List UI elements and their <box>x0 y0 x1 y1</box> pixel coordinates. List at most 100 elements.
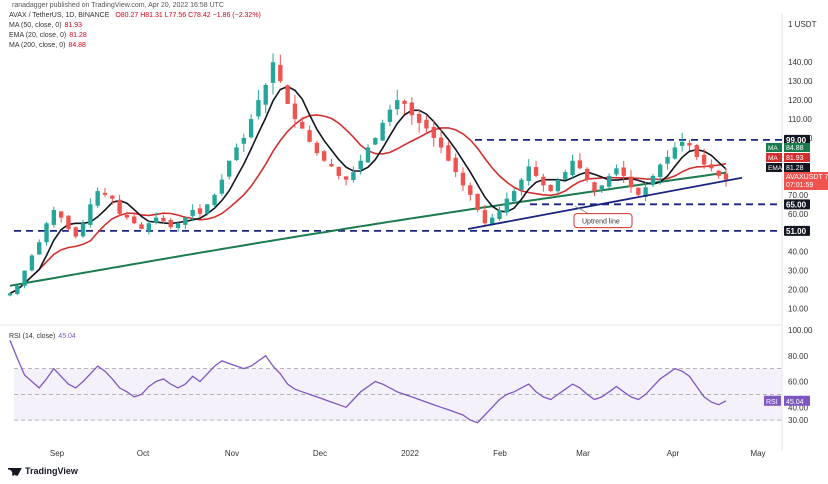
candle <box>475 193 480 213</box>
candle <box>51 206 57 228</box>
candle <box>541 173 546 192</box>
candle-body <box>563 172 568 180</box>
candle-body <box>614 168 619 175</box>
candle <box>22 270 27 289</box>
candle <box>44 222 49 246</box>
candle-body <box>161 217 166 222</box>
candle <box>248 114 254 139</box>
candle-body <box>7 293 13 296</box>
candle-body <box>132 216 137 224</box>
candle-body <box>387 109 393 122</box>
publisher-line: ranadagger published on TradingView.com,… <box>12 2 224 9</box>
rsi-badge <box>784 395 810 406</box>
candle <box>665 150 670 170</box>
candle <box>95 187 100 209</box>
candle-body <box>66 215 71 229</box>
candle <box>621 160 626 184</box>
candle <box>533 160 539 178</box>
candle <box>307 125 312 143</box>
price-badge-value: 84.88 <box>786 145 804 152</box>
rsi-badge-tag-bg <box>764 395 781 406</box>
candle-body <box>687 142 692 146</box>
price-badge <box>784 163 810 172</box>
candle <box>336 166 341 180</box>
candle-body <box>679 141 685 146</box>
candle <box>460 167 466 191</box>
candle-body <box>183 217 188 225</box>
candle-body <box>519 179 524 191</box>
candle <box>511 188 517 203</box>
rsi-tick-label: 30.00 <box>788 416 809 425</box>
candle <box>658 163 663 185</box>
candle-body <box>307 130 312 142</box>
candle <box>343 176 349 186</box>
rsi-tick-label: 100.00 <box>788 326 813 335</box>
candle-body <box>402 100 407 104</box>
indicator-ma50[interactable]: MA (50, close, 0) 81.93 <box>9 22 82 29</box>
candle-body <box>248 119 254 138</box>
indicator-ma200[interactable]: MA (200, close, 0) 84.88 <box>9 42 86 49</box>
candle-body <box>263 84 268 105</box>
candle <box>409 97 415 125</box>
candle <box>526 159 531 186</box>
candle <box>102 187 108 198</box>
candle-body <box>241 138 246 144</box>
candle-body <box>80 223 86 237</box>
candle <box>628 169 634 193</box>
indicator-ema20[interactable]: EMA (20, close, 0) 81.28 <box>9 32 87 39</box>
candle-body <box>234 147 239 161</box>
ema20-line <box>9 85 727 295</box>
rsi-legend[interactable]: RSI (14, close) 45.04 <box>9 333 76 340</box>
candle <box>453 153 458 178</box>
level-badge-label: 65.00 <box>786 200 807 209</box>
candle-body <box>577 160 583 169</box>
candle <box>563 169 568 180</box>
candle <box>197 204 203 218</box>
candle <box>263 83 268 114</box>
candle <box>278 54 283 84</box>
price-badge <box>784 143 810 152</box>
candle <box>672 142 678 160</box>
candle-body <box>504 198 510 213</box>
candle <box>132 213 137 224</box>
candle-body <box>621 167 626 176</box>
candle-body <box>709 164 714 169</box>
candle-body <box>672 147 678 159</box>
level-badge <box>784 199 810 210</box>
candle <box>380 119 385 141</box>
candle-body <box>88 204 93 225</box>
candle-body <box>416 113 422 123</box>
time-axis-label: 2022 <box>401 449 419 458</box>
candle-body <box>446 145 451 161</box>
candle <box>117 194 122 217</box>
candle <box>153 212 159 225</box>
symbol-title: AVAX / TetherUS, 1D, BINANCE <box>9 12 110 19</box>
rsi-label: RSI (14, close) <box>9 333 56 340</box>
time-axis-label: Mar <box>576 449 590 458</box>
candle <box>606 173 612 189</box>
candle <box>519 177 524 196</box>
candle <box>124 211 130 220</box>
candle <box>592 181 597 197</box>
candle <box>161 215 166 224</box>
candle <box>80 219 86 238</box>
candle-body <box>22 270 27 286</box>
rsi-tick-label: 60.00 <box>788 378 809 387</box>
time-axis-label: Apr <box>667 449 680 458</box>
candle-body <box>51 210 57 225</box>
candle <box>292 94 298 128</box>
candle-body <box>460 172 466 186</box>
candle-body <box>212 194 217 206</box>
candle-body <box>599 185 604 190</box>
level-badge <box>784 225 810 236</box>
price-badge-tag: AVAXUSDT 78.42 <box>786 174 828 181</box>
candle-body <box>533 167 539 176</box>
candle-body <box>643 187 648 197</box>
candle <box>614 164 619 177</box>
candle-body <box>592 182 597 192</box>
level-badge-label: 99.00 <box>786 136 807 145</box>
candle <box>373 137 378 146</box>
candle-body <box>665 156 670 164</box>
ma200-line <box>9 171 727 287</box>
